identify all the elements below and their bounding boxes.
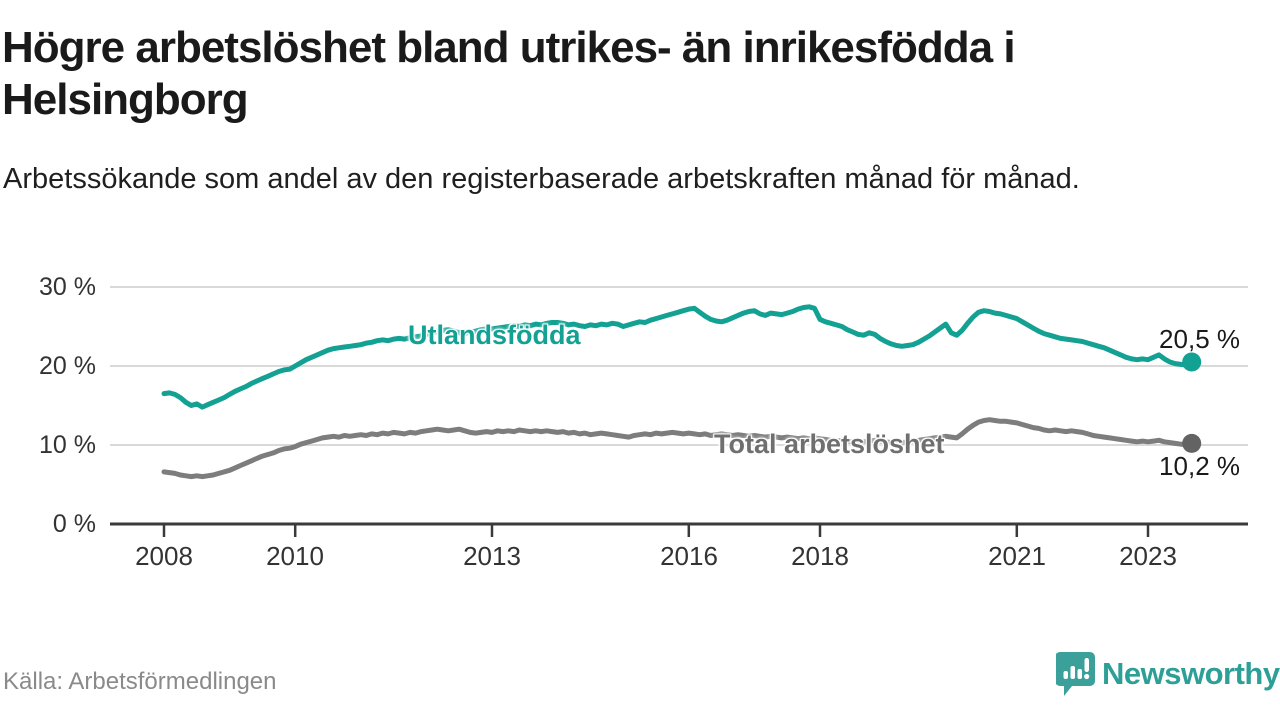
x-tick-label: 2021	[988, 541, 1046, 571]
x-tick-label: 2013	[463, 541, 521, 571]
source-note: Källa: Arbetsförmedlingen	[3, 668, 277, 695]
end-value-total: 10,2 %	[1159, 451, 1240, 481]
y-tick-label: 30 %	[39, 273, 96, 301]
x-tick-label: 2018	[791, 541, 849, 571]
series-label-utlandsfodda: Utlandsfödda	[408, 320, 581, 350]
series-label-total: Total arbetslöshet	[714, 429, 945, 459]
utlandsfodda-end-dot	[1182, 352, 1202, 372]
x-tick-label: 2008	[135, 541, 193, 571]
total-arbetsloshet-end-dot	[1182, 433, 1202, 453]
utlandsfodda-line	[161, 304, 1195, 410]
newsworthy-logo-icon	[1056, 650, 1096, 698]
end-value-utlandsfodda: 20,5 %	[1159, 324, 1240, 354]
x-tick-label: 2010	[266, 541, 324, 571]
y-tick-label: 10 %	[39, 431, 96, 459]
newsworthy-logo-text: Newsworthy	[1102, 656, 1280, 691]
y-tick-label: 20 %	[39, 352, 96, 380]
page-title: Högre arbetslöshet bland utrikes- än inr…	[2, 23, 1016, 124]
x-tick-label: 2016	[660, 541, 718, 571]
chart-subtitle: Arbetssökande som andel av den registerb…	[3, 163, 1080, 195]
y-tick-label: 0 %	[52, 510, 96, 538]
newsworthy-logo[interactable]: Newsworthy	[1056, 650, 1280, 698]
x-tick-label: 2023	[1119, 541, 1177, 571]
total-arbetsloshet-line	[161, 417, 1195, 480]
